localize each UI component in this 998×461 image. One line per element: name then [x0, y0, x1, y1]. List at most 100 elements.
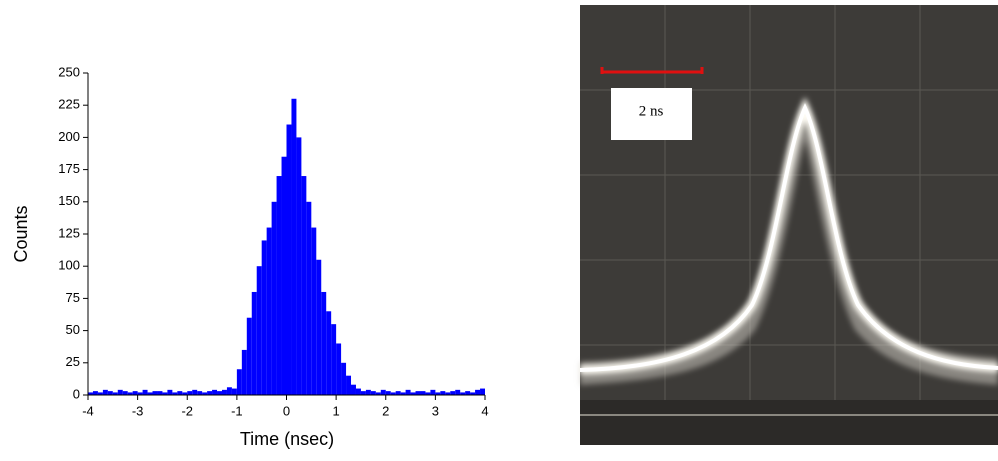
- bar: [425, 392, 431, 395]
- bar: [296, 137, 302, 395]
- bar: [142, 389, 148, 395]
- bar: [241, 349, 247, 395]
- y-tick-label: 0: [73, 386, 80, 401]
- bar: [226, 387, 232, 395]
- bar: [202, 392, 208, 395]
- bar: [217, 391, 222, 395]
- x-tick-label: -2: [181, 403, 193, 418]
- bar: [286, 124, 292, 396]
- bar: [162, 392, 168, 395]
- x-tick-label: 4: [481, 403, 488, 418]
- bar: [475, 389, 481, 395]
- scale-label-box: [611, 88, 692, 140]
- y-tick-label: 200: [58, 129, 80, 144]
- x-tick-label: 0: [283, 403, 290, 418]
- x-tick-label: 3: [432, 403, 439, 418]
- bar: [435, 392, 441, 395]
- bar: [102, 389, 108, 395]
- bar: [177, 391, 183, 395]
- y-tick-label: 25: [66, 354, 80, 369]
- bar: [370, 391, 376, 395]
- bar: [92, 391, 98, 395]
- bar: [167, 389, 173, 395]
- bar: [281, 156, 287, 395]
- bar: [246, 317, 252, 395]
- x-tick-label: 1: [333, 403, 340, 418]
- bar: [192, 389, 198, 395]
- bar: [470, 392, 476, 395]
- bar: [256, 266, 262, 395]
- bar: [306, 201, 312, 395]
- bar: [197, 391, 203, 395]
- y-tick-label: 250: [58, 64, 80, 79]
- bar: [410, 392, 416, 395]
- x-tick-label: -4: [82, 403, 94, 418]
- bar: [97, 392, 103, 395]
- bar: [341, 362, 347, 395]
- bar: [400, 392, 406, 395]
- bar: [385, 391, 391, 395]
- x-axis-title: Time (nsec): [240, 429, 334, 449]
- bar: [187, 391, 193, 395]
- bar: [251, 291, 257, 395]
- bar: [480, 388, 485, 395]
- bar: [445, 392, 451, 395]
- bar: [147, 392, 153, 395]
- bar: [460, 392, 466, 395]
- bar: [261, 240, 267, 395]
- bar: [331, 324, 337, 395]
- y-axis-title: Counts: [11, 205, 31, 262]
- bar: [107, 391, 113, 395]
- y-tick-label: 175: [58, 161, 80, 176]
- bar: [390, 392, 396, 395]
- bar: [276, 176, 282, 395]
- bar: [355, 388, 361, 395]
- bar: [375, 392, 381, 395]
- bar: [231, 388, 237, 395]
- bar: [291, 98, 297, 395]
- y-tick-label: 125: [58, 225, 80, 240]
- bar: [336, 343, 342, 395]
- bar: [326, 311, 332, 395]
- bar: [266, 227, 272, 395]
- bar: [440, 391, 446, 395]
- bar: [380, 389, 386, 395]
- oscilloscope-photo: 2 ns: [579, 5, 998, 445]
- bar: [365, 389, 371, 395]
- bar: [271, 201, 277, 395]
- bar: [405, 389, 411, 395]
- bar: [455, 389, 461, 395]
- bar: [450, 391, 456, 395]
- y-tick-label: 75: [66, 290, 80, 305]
- bar: [212, 389, 218, 395]
- bar: [132, 391, 138, 395]
- bar: [182, 392, 188, 395]
- x-tick-label: -1: [231, 403, 243, 418]
- bar: [236, 369, 242, 395]
- bar: [311, 227, 317, 395]
- bar: [415, 391, 421, 395]
- bar: [465, 391, 471, 395]
- y-tick-label: 50: [66, 322, 80, 337]
- pulse-trace-core: [579, 103, 998, 372]
- bar: [360, 391, 366, 395]
- bar: [137, 392, 143, 395]
- scale-label: 2 ns: [639, 103, 664, 119]
- bar: [152, 391, 158, 395]
- y-tick-label: 150: [58, 193, 80, 208]
- bar: [127, 392, 133, 395]
- bar: [207, 391, 213, 395]
- x-tick-label: -3: [132, 403, 144, 418]
- bar: [430, 389, 436, 395]
- bar: [351, 384, 356, 395]
- x-tick-label: 2: [382, 403, 389, 418]
- bar: [221, 389, 227, 395]
- bar: [112, 392, 118, 395]
- y-tick-label: 225: [58, 97, 80, 112]
- bar: [157, 391, 163, 395]
- bar: [316, 259, 322, 395]
- bar: [420, 391, 426, 395]
- bar: [321, 291, 327, 395]
- photo-lower-band: [580, 400, 998, 445]
